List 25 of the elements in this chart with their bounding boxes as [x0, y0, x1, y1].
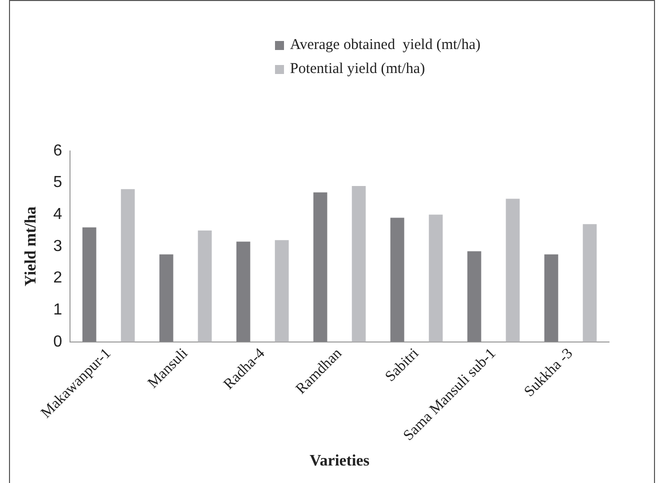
- y-tick-label: 5: [53, 174, 62, 192]
- y-tick-label: 0: [53, 333, 62, 350]
- legend-label: Average obtained yield (mt/ha): [289, 36, 480, 54]
- bar: [159, 254, 174, 342]
- legend-label: Potential yield (mt/ha): [289, 60, 426, 78]
- bar: [582, 224, 597, 342]
- y-tick-label: 2: [53, 270, 62, 287]
- y-tick-label: 6: [53, 142, 62, 160]
- bar: [390, 218, 404, 342]
- bar: [198, 230, 212, 342]
- bar: [544, 254, 558, 342]
- bar: [506, 198, 520, 342]
- y-tick-label: 4: [53, 206, 62, 224]
- y-axis-title: Yield mt/ha: [22, 206, 40, 286]
- bar: [313, 192, 328, 342]
- y-tick-label: 3: [53, 238, 62, 255]
- y-tick-label: 1: [53, 301, 62, 318]
- bar: [428, 214, 443, 342]
- x-axis-title: Varieties: [310, 452, 370, 470]
- bar: [352, 186, 366, 342]
- bar: [236, 242, 250, 342]
- bar: [82, 227, 96, 342]
- bar: [467, 251, 482, 342]
- bar: [274, 240, 289, 342]
- bar: [120, 189, 135, 342]
